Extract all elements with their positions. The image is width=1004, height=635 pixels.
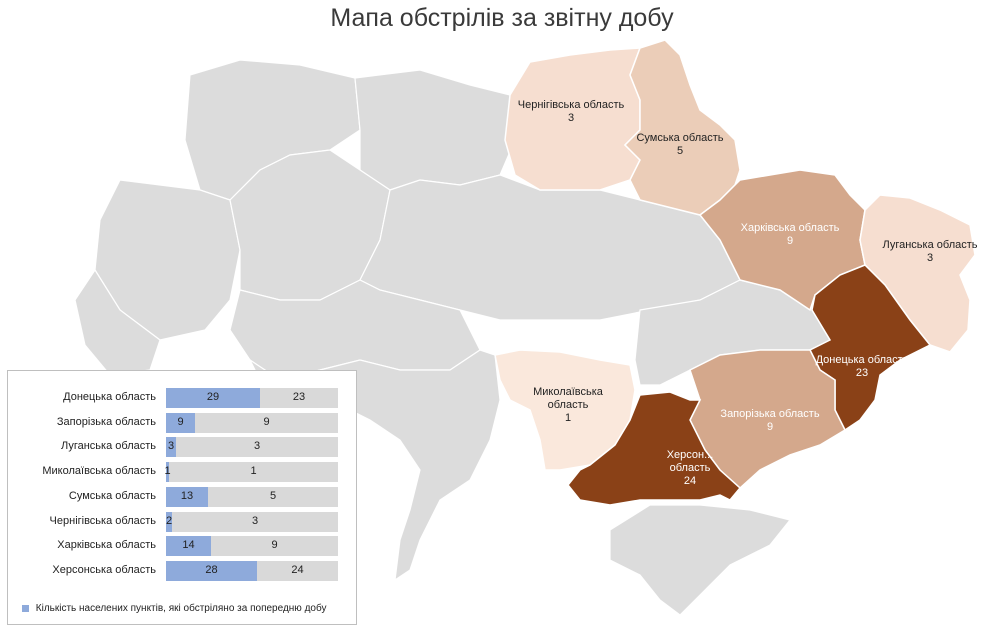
bar-row: Харківська область 14 9 [8, 536, 358, 557]
bar-previous-value: 5 [269, 489, 277, 502]
region-name-label: Сумська область [636, 132, 723, 144]
bar-previous-value: 3 [251, 514, 259, 527]
bar-current-value: 13 [180, 489, 194, 502]
bar-current-value: 2 [165, 514, 173, 527]
bar-category-label: Харківська область [57, 539, 156, 552]
region-name-label: область [548, 399, 589, 411]
bar-current [166, 486, 208, 507]
region-value-label: 5 [677, 145, 683, 157]
chart-legend: Кількість населених пунктів, які обстріл… [22, 603, 327, 614]
bar-current [166, 462, 169, 483]
region-name-label: Запорізька область [720, 408, 819, 420]
bar-previous: 29 23 [166, 388, 338, 408]
page-title: Мапа обстрілів за звітну добу [330, 4, 674, 32]
bar-previous-value: 24 [291, 563, 304, 576]
bar-previous-value: 1 [250, 465, 257, 478]
bar-previous-value: 23 [292, 391, 306, 403]
region-value-label: 3 [568, 112, 574, 124]
region-value-label: 24 [684, 475, 696, 487]
region-kherson [567, 391, 742, 506]
bar-category-label: Чернігівська область [49, 514, 156, 527]
bar-category-label: Сумська область [68, 489, 156, 502]
bar-current [166, 511, 172, 532]
region-value-label: 9 [787, 235, 793, 247]
region-value-label: 23 [856, 367, 868, 379]
bar-current [166, 560, 257, 581]
bar-row: Херсонська область 28 24 [8, 560, 358, 581]
bar-chart-panel: Донецька область 29 23 Запорізька область 9 9… [7, 370, 357, 625]
bar-row: Чернігівська область 2 3 [8, 511, 358, 532]
region-name-label: Чернігівська область [518, 99, 625, 111]
region-sumy [623, 39, 741, 216]
region-name-label: Луганська область [883, 239, 978, 251]
legend-text: Кількість населених пунктів, які обстріл… [35, 603, 327, 614]
bar-row: Запорізька область 9 9 [8, 412, 358, 433]
region-value-label: 1 [565, 412, 571, 424]
bar-current-value: 1 [164, 465, 171, 478]
bar-category-label: Херсонська область [52, 563, 156, 576]
region-value-label: 3 [927, 252, 933, 264]
region-name-label: Миколаївська [533, 386, 604, 398]
region-name-label: область [670, 462, 711, 474]
bar-previous-value: 9 [271, 539, 278, 552]
region-name-label: Херсон... [667, 449, 714, 461]
bar-current [166, 412, 195, 433]
bar-category-label: Луганська область [61, 440, 156, 453]
bar-current-value: 14 [182, 539, 195, 552]
bar-current-value: 28 [205, 563, 218, 576]
bar-category-label: Миколаївська область [42, 465, 156, 478]
bar-row: Донецька область 29 23 [8, 388, 358, 408]
bar-current [166, 536, 211, 557]
bar-previous: 13 5 [166, 486, 338, 507]
bar-category-label: Донецька область [63, 391, 156, 403]
bar-current-value: 29 [206, 391, 220, 403]
bar-row: Луганська область 3 3 [8, 437, 358, 458]
bar-previous: 28 24 [166, 560, 338, 581]
bar-previous-value: 9 [263, 415, 270, 428]
bar-row: Миколаївська область 1 1 [8, 462, 358, 483]
bar-previous: 14 9 [166, 536, 338, 557]
region-value-label: 9 [767, 421, 773, 433]
bar-row: Сумська область 13 5 [8, 486, 358, 507]
bar-current [166, 388, 260, 408]
bar-category-label: Запорізька область [56, 415, 156, 428]
region-donetsk [808, 264, 932, 432]
bar-current [166, 437, 176, 458]
region-name-label: Донецька область [816, 354, 909, 366]
bar-current-value: 3 [167, 440, 175, 453]
bar-current-value: 9 [177, 415, 184, 428]
legend-swatch-icon [22, 604, 29, 612]
region-name-label: Харківська область [741, 222, 840, 234]
bar-previous-value: 3 [253, 440, 261, 453]
